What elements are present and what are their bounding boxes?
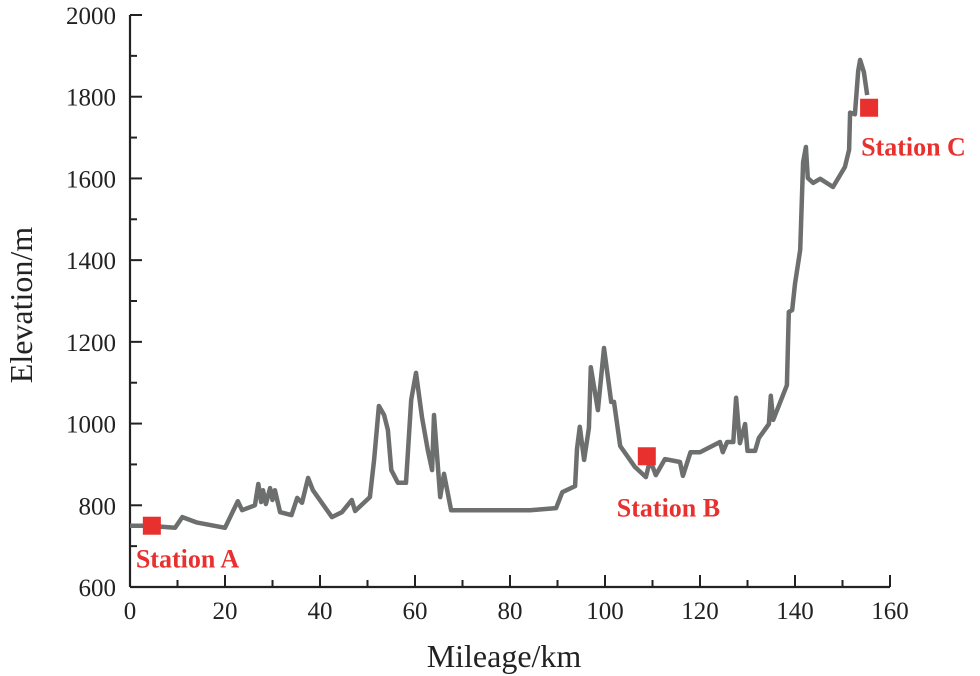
station-label: Station C bbox=[861, 133, 966, 162]
station-label: Station A bbox=[136, 545, 240, 574]
y-axis-title: Elevation/m bbox=[3, 227, 39, 384]
station-markers: Station A Station B Station C bbox=[136, 98, 966, 574]
y-tick-label: 1000 bbox=[66, 412, 116, 439]
x-tick-label: 20 bbox=[213, 598, 238, 625]
y-tick-label: 1200 bbox=[66, 330, 116, 357]
station-marker bbox=[637, 447, 656, 466]
x-tick-label: 40 bbox=[308, 598, 333, 625]
y-tick-label: 1400 bbox=[66, 248, 116, 275]
x-tick-label: 160 bbox=[871, 598, 909, 625]
axes bbox=[128, 14, 891, 589]
station-marker bbox=[142, 516, 161, 535]
x-tick-label: 140 bbox=[776, 598, 814, 625]
elevation-line bbox=[130, 57, 870, 531]
x-tick-label: 80 bbox=[498, 598, 523, 625]
x-tick-label: 120 bbox=[681, 598, 719, 625]
x-tick-label: 0 bbox=[124, 598, 137, 625]
station-marker bbox=[860, 98, 879, 117]
y-tick-label: 1800 bbox=[66, 85, 116, 112]
x-tick-label: 60 bbox=[403, 598, 428, 625]
tick-labels: 600 800 1000 1200 1400 1600 1800 2000 0 20 40 60 80 1… bbox=[66, 3, 909, 625]
y-tick-label: 600 bbox=[79, 575, 117, 602]
y-tick-label: 1600 bbox=[66, 166, 116, 193]
station-label: Station B bbox=[617, 493, 720, 522]
y-tick-label: 800 bbox=[79, 493, 117, 520]
x-tick-label: 100 bbox=[586, 598, 624, 625]
y-tick-label: 2000 bbox=[66, 3, 116, 30]
x-axis-title: Mileage/km bbox=[427, 638, 582, 674]
